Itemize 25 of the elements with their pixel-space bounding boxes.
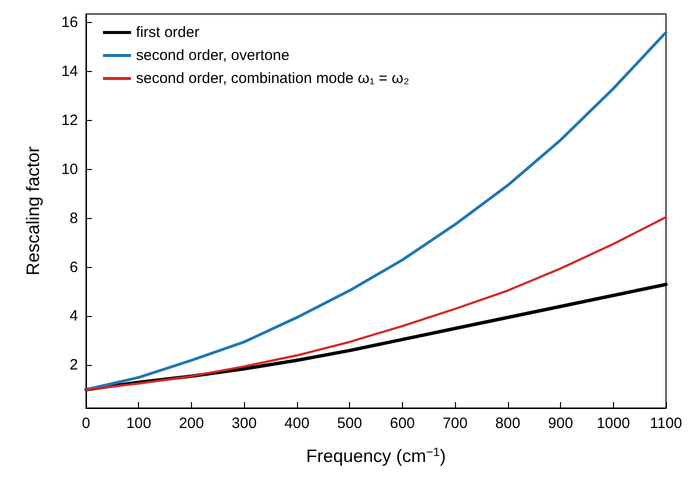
x-tick-label: 700 bbox=[442, 415, 468, 432]
x-tick-label: 400 bbox=[284, 415, 310, 432]
x-tick-label: 100 bbox=[126, 415, 152, 432]
legend-label: second order, combination mode ω₁ = ω₂ bbox=[136, 70, 410, 87]
y-axis-title: Rescaling factor bbox=[23, 146, 43, 276]
y-tick-label: 14 bbox=[61, 63, 78, 80]
legend-label: first order bbox=[136, 24, 200, 41]
x-tick-label: 200 bbox=[178, 415, 204, 432]
y-tick-label: 6 bbox=[70, 258, 78, 276]
x-tick-label: 500 bbox=[337, 415, 362, 432]
y-tick-label: 4 bbox=[70, 308, 78, 325]
y-tick-label: 8 bbox=[70, 210, 78, 227]
x-tick-label: 300 bbox=[232, 415, 257, 432]
legend-label: second order, overtone bbox=[136, 47, 290, 64]
x-tick-label: 0 bbox=[82, 415, 90, 432]
x-tick-label: 1100 bbox=[650, 415, 682, 432]
y-tick-label: 16 bbox=[61, 14, 78, 32]
y-tick-label: 2 bbox=[70, 356, 78, 374]
x-tick-label: 800 bbox=[495, 415, 520, 432]
x-tick-label: 600 bbox=[390, 415, 415, 432]
y-tick-label: 10 bbox=[61, 160, 78, 178]
x-tick-label: 900 bbox=[548, 415, 574, 432]
y-tick-label: 12 bbox=[61, 112, 78, 129]
x-tick-label: 1000 bbox=[596, 415, 630, 432]
line-series bbox=[84, 216, 668, 391]
